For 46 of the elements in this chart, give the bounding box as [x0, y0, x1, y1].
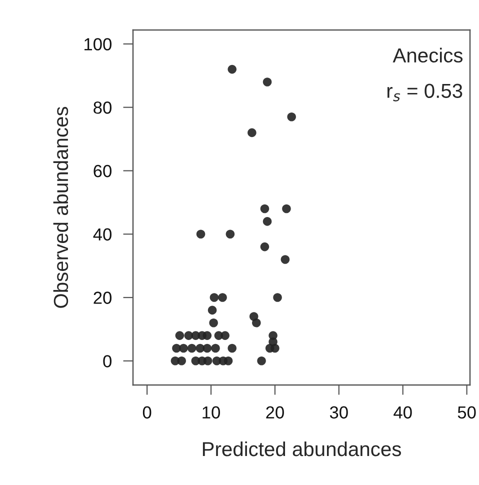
point — [262, 78, 272, 86]
x-tick-label: 50 — [458, 406, 476, 419]
point — [257, 356, 266, 366]
x-tick-label: 10 — [202, 406, 220, 419]
annotation: r$_{s}$ = 0.53 — [387, 84, 462, 102]
point — [202, 331, 212, 340]
point — [175, 331, 184, 340]
point — [282, 204, 291, 214]
point — [252, 318, 261, 328]
point — [209, 318, 218, 328]
point — [179, 344, 188, 353]
point — [228, 64, 237, 74]
y-tick-label: 60 — [94, 164, 112, 178]
point — [187, 344, 196, 353]
point — [248, 128, 256, 138]
point — [260, 242, 270, 252]
point — [226, 230, 235, 239]
point — [224, 356, 233, 366]
point — [211, 344, 220, 353]
point — [220, 331, 230, 340]
x-tick-label: 40 — [394, 406, 412, 419]
y-axis-title: Observed abundances — [53, 106, 68, 308]
point — [280, 255, 290, 264]
point — [208, 306, 217, 315]
point — [270, 344, 280, 353]
point — [203, 356, 212, 366]
point — [202, 344, 212, 353]
point — [262, 217, 272, 226]
point — [196, 230, 206, 239]
y-tick-label: 0 — [103, 355, 112, 368]
point — [210, 293, 219, 302]
point — [260, 204, 270, 214]
point — [273, 293, 282, 302]
x-axis-title: Predicted abundances — [202, 441, 401, 456]
annotation: Anecics — [392, 48, 463, 63]
x-tick-label: 30 — [330, 406, 348, 419]
point — [228, 344, 237, 353]
x-tick-label: 20 — [266, 406, 284, 419]
y-tick-label: 80 — [94, 102, 112, 114]
point — [287, 112, 296, 122]
y-tick-label: 100 — [84, 38, 112, 50]
y-tick-label: 40 — [93, 228, 112, 241]
point — [218, 293, 227, 302]
y-tick-label: 20 — [94, 292, 112, 304]
x-tick-label: 0 — [142, 406, 152, 419]
point — [177, 356, 186, 366]
